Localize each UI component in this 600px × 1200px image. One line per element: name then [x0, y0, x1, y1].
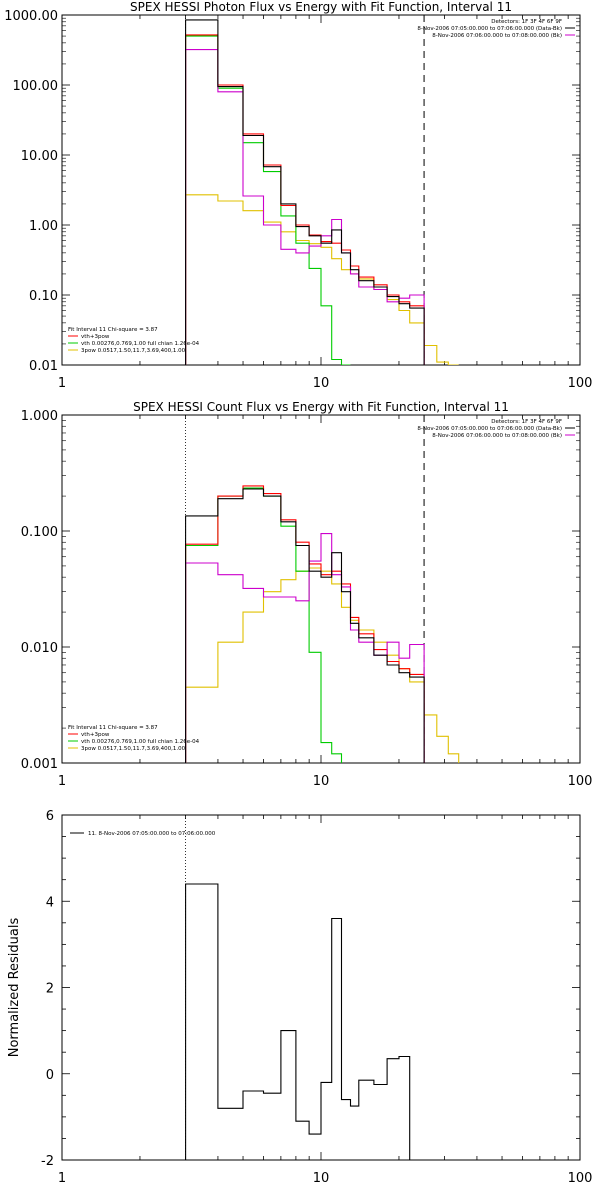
- fit-legend-entry: 3pow 0.0517,1.50,11.7,3.69,400,1.00: [81, 348, 186, 354]
- detectors-label: Detectors: 1F 3F 4F 6F 9F: [491, 19, 562, 25]
- y-tick-label: 1000.00: [4, 9, 58, 24]
- 3pow-series-1: [185, 567, 460, 763]
- y-tick-label: 1.00: [29, 219, 58, 234]
- y-tick-label: 0.100: [21, 525, 58, 540]
- x-tick-label: 100: [568, 1171, 593, 1186]
- data-bk-series-1: [185, 533, 425, 763]
- plot-frame-0: [61, 14, 581, 366]
- fit-legend-entry: 3pow 0.0517,1.50,11.7,3.69,400,1.00: [81, 746, 186, 752]
- 3pow-series-0: [185, 194, 459, 365]
- data-bk-series-0: [185, 49, 425, 365]
- background-interval-label: 8-Nov-2006 07:06:00.000 to 07:08:00.000 …: [432, 33, 562, 39]
- x-tick-label: 1: [58, 376, 66, 391]
- vth-3pow-series-0: [185, 34, 425, 365]
- panel-title: SPEX HESSI Count Flux vs Energy with Fit…: [133, 400, 509, 414]
- x-tick-label: 10: [313, 376, 330, 391]
- vth-series-0: [185, 35, 351, 365]
- data-interval-label: 8-Nov-2006 07:05:00.000 to 07:06:00.000 …: [417, 26, 562, 32]
- y-tick-label: 0.010: [21, 641, 58, 656]
- data-interval-label: 8-Nov-2006 07:05:00.000 to 07:06:00.000 …: [417, 426, 562, 432]
- fit-legend-header: Fit Interval 11 Chi-square = 3.87: [68, 725, 158, 731]
- background-interval-label: 8-Nov-2006 07:06:00.000 to 07:08:00.000 …: [432, 433, 562, 439]
- y-tick-label: 0.001: [21, 757, 58, 772]
- fit-legend-entry: vth+3pow: [81, 732, 110, 738]
- y-tick-label: 0.10: [29, 289, 58, 304]
- fit-legend-entry: vth+3pow: [81, 334, 110, 340]
- fit-legend-entry: vth 0.00276,0.769,1.00 full chian 1.26e-…: [81, 341, 200, 347]
- x-tick-label: 100: [568, 774, 593, 789]
- fit-legend-header: Fit Interval 11 Chi-square = 3.87: [68, 327, 158, 333]
- y-tick-label: 0: [46, 1068, 54, 1083]
- residual-legend-text: 11. 8-Nov-2006 07:05:00.000 to 07:06:00.…: [88, 831, 216, 837]
- residuals-series-2: [185, 883, 411, 1160]
- x-tick-label: 1: [58, 1171, 66, 1186]
- detectors-label: Detectors: 1F 3F 4F 6F 9F: [491, 419, 562, 425]
- y-tick-label: 1.000: [21, 409, 58, 424]
- y-axis-label: Normalized Residuals: [7, 918, 22, 1058]
- y-tick-label: 2: [46, 982, 54, 997]
- vth-series-1: [185, 487, 343, 763]
- total-series-1: [185, 488, 425, 763]
- x-tick-label: 100: [568, 376, 593, 391]
- panel-title: SPEX HESSI Photon Flux vs Energy with Fi…: [130, 0, 512, 14]
- y-tick-label: 0.01: [29, 359, 58, 374]
- y-tick-label: 10.00: [21, 149, 58, 164]
- fit-legend-entry: vth 0.00276,0.769,1.00 full chian 1.26e-…: [81, 739, 200, 745]
- vth-3pow-series-1: [185, 485, 425, 763]
- y-tick-label: -2: [41, 1154, 54, 1169]
- x-tick-label: 1: [58, 774, 66, 789]
- y-tick-label: 100.00: [13, 79, 59, 94]
- x-tick-label: 10: [313, 774, 330, 789]
- y-tick-label: 4: [46, 895, 54, 910]
- x-tick-label: 10: [313, 1171, 330, 1186]
- y-tick-label: 6: [46, 809, 54, 824]
- total-series-0: [185, 19, 425, 365]
